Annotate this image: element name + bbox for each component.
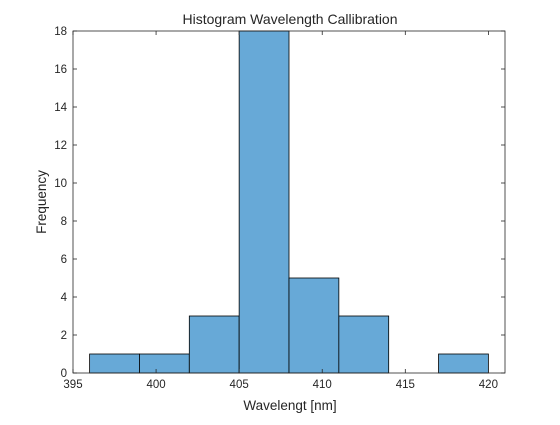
x-tick-label: 400	[146, 379, 165, 391]
y-tick-label: 10	[54, 178, 67, 190]
histogram-bar	[238, 30, 290, 374]
axes-box	[72, 30, 506, 374]
x-tick-label: 420	[479, 379, 498, 391]
x-tick-label: 405	[230, 379, 249, 391]
histogram-bar	[188, 315, 240, 374]
chart-title: Histogram Wavelength Callibration	[182, 11, 397, 27]
y-tick-label: 12	[54, 140, 67, 152]
x-tick-label: 410	[313, 379, 332, 391]
y-tick-label: 18	[54, 26, 67, 38]
x-tick-label: 415	[396, 379, 415, 391]
y-axis-label: Frequency	[34, 170, 49, 234]
histogram-bar	[139, 353, 190, 374]
y-tick-label: 4	[61, 292, 68, 304]
histogram-bar	[288, 277, 340, 374]
x-tick-label: 395	[63, 379, 82, 391]
plot-area: 395 400 405 410 415 420 0 2 4 6 8 10 12 14 16 18	[54, 26, 506, 391]
histogram-bar	[338, 315, 390, 374]
y-tick-label: 6	[61, 254, 67, 266]
y-tick-label: 8	[61, 216, 67, 228]
y-tick-label: 2	[61, 330, 67, 342]
histogram-bar	[438, 353, 489, 374]
y-tick-label: 16	[54, 64, 67, 76]
y-tick-label: 14	[54, 102, 67, 114]
x-axis-label: Wavelengt [nm]	[243, 398, 336, 413]
y-tick-label: 0	[61, 368, 67, 380]
histogram-bar	[89, 353, 140, 374]
